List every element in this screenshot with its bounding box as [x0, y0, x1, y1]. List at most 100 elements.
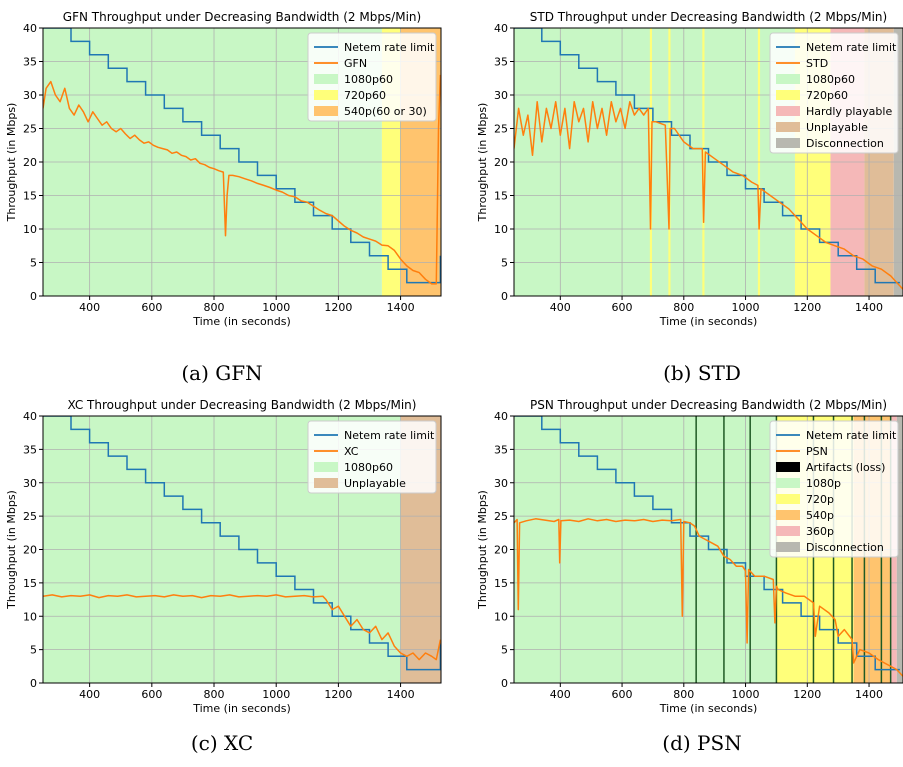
- y-tick-label: 10: [494, 610, 508, 623]
- subfigure-caption: (c) XC: [191, 731, 253, 755]
- y-tick-label: 10: [494, 223, 508, 236]
- x-tick-label: 1000: [262, 301, 290, 314]
- x-axis-label: Time (in seconds): [659, 315, 758, 328]
- y-tick-label: 30: [23, 477, 37, 490]
- x-tick-label: 1400: [855, 688, 883, 701]
- x-tick-label: 800: [673, 301, 694, 314]
- y-tick-label: 15: [23, 577, 37, 590]
- y-tick-label: 35: [23, 443, 37, 456]
- x-tick-label: 1000: [262, 688, 290, 701]
- chart-title: XC Throughput under Decreasing Bandwidth…: [68, 398, 417, 412]
- throughput-line: [514, 100, 903, 290]
- legend-patch-swatch: [314, 462, 338, 472]
- legend-label: 540p: [806, 509, 834, 522]
- legend-label: Disconnection: [806, 541, 884, 554]
- y-tick-label: 20: [23, 156, 37, 169]
- y-tick-label: 5: [501, 644, 508, 657]
- legend-label: Unplayable: [344, 477, 406, 490]
- legend-label: GFN: [344, 57, 367, 70]
- legend-patch-swatch: [776, 106, 800, 116]
- y-tick-label: 35: [494, 443, 508, 456]
- y-tick-label: 35: [494, 56, 508, 69]
- legend-label: Disconnection: [806, 137, 884, 150]
- legend-box: [307, 420, 437, 494]
- y-tick-label: 0: [30, 290, 37, 303]
- legend: Netem rate limit XC 1080p60 Unplayable: [307, 420, 437, 494]
- legend-label: STD: [806, 57, 828, 70]
- y-tick-label: 40: [494, 410, 508, 423]
- legend: Netem rate limit PSN Artifacts (loss) 1080p…: [769, 420, 899, 558]
- x-tick-label: 1000: [732, 301, 760, 314]
- y-axis-label: Throughput (in Mbps): [476, 103, 489, 223]
- panel-std: 400 600 800 1000 1200 1400 0 5 10 15 20 25 30 35 40 STD…: [476, 10, 903, 385]
- y-tick-label: 5: [30, 644, 37, 657]
- x-axis-label: Time (in seconds): [192, 702, 291, 715]
- y-tick-label: 25: [494, 510, 508, 523]
- legend-label: Netem rate limit: [344, 429, 435, 442]
- legend-label: 1080p60: [806, 73, 855, 86]
- x-tick-label: 1200: [324, 688, 352, 701]
- y-tick-label: 30: [23, 89, 37, 102]
- legend-label: 1080p60: [344, 73, 393, 86]
- legend-label: 1080p: [806, 477, 841, 490]
- x-axis-label: Time (in seconds): [192, 315, 291, 328]
- x-tick-label: 400: [79, 301, 100, 314]
- legend-patch-swatch: [776, 138, 800, 148]
- y-tick-label: 10: [23, 610, 37, 623]
- legend-box: [769, 32, 899, 154]
- legend-label: 540p(60 or 30): [344, 105, 427, 118]
- x-tick-label: 800: [204, 688, 225, 701]
- y-tick-label: 35: [23, 56, 37, 69]
- legend: Netem rate limit GFN 1080p60 720p60 540p(60 …: [307, 32, 437, 122]
- y-axis-label: Throughput (in Mbps): [5, 490, 18, 610]
- panel-psn: 400 600 800 1000 1200 1400 0 5 10 15 20 25 30 35 40 PSN…: [476, 398, 903, 755]
- y-tick-label: 20: [23, 544, 37, 557]
- legend-patch-swatch: [776, 542, 800, 552]
- x-tick-label: 600: [612, 688, 633, 701]
- x-axis-label: Time (in seconds): [659, 702, 758, 715]
- legend-label: PSN: [806, 445, 828, 458]
- legend-patch-swatch: [314, 106, 338, 116]
- legend-patch-swatch: [776, 478, 800, 488]
- legend-patch-swatch: [314, 90, 338, 100]
- x-tick-label: 1200: [793, 301, 821, 314]
- legend-label: Hardly playable: [806, 105, 892, 118]
- y-tick-label: 25: [494, 123, 508, 136]
- legend-box: [307, 32, 437, 122]
- chart-title: GFN Throughput under Decreasing Bandwidt…: [63, 10, 421, 24]
- throughput-line: [43, 594, 441, 661]
- y-tick-label: 15: [23, 190, 37, 203]
- x-tick-label: 400: [550, 688, 571, 701]
- legend-patch-swatch: [314, 74, 338, 84]
- y-tick-label: 40: [23, 22, 37, 35]
- legend-label: 360p: [806, 525, 834, 538]
- y-tick-label: 0: [30, 677, 37, 690]
- chart-title: STD Throughput under Decreasing Bandwidt…: [530, 10, 887, 24]
- x-tick-label: 1400: [387, 688, 415, 701]
- plot-area: [43, 416, 441, 683]
- legend-patch-swatch: [776, 510, 800, 520]
- legend-label: 720p60: [806, 89, 848, 102]
- legend-label: Unplayable: [806, 121, 868, 134]
- y-tick-label: 10: [23, 223, 37, 236]
- y-axis-label: Throughput (in Mbps): [5, 103, 18, 223]
- legend: Netem rate limit STD 1080p60 720p60 Hardly p…: [769, 32, 899, 154]
- y-tick-label: 15: [494, 190, 508, 203]
- legend-patch-swatch: [314, 478, 338, 488]
- legend-patch-swatch: [776, 90, 800, 100]
- legend-patch-swatch: [776, 526, 800, 536]
- x-tick-label: 600: [141, 301, 162, 314]
- throughput-line: [43, 74, 441, 285]
- x-tick-label: 1200: [324, 301, 352, 314]
- subfigure-caption: (a) GFN: [181, 361, 262, 385]
- legend-patch-swatch: [776, 74, 800, 84]
- x-tick-label: 600: [612, 301, 633, 314]
- x-tick-label: 800: [673, 688, 694, 701]
- legend-label: Artifacts (loss): [806, 461, 885, 474]
- chart-title: PSN Throughput under Decreasing Bandwidt…: [530, 398, 887, 412]
- y-axis-label: Throughput (in Mbps): [476, 490, 489, 610]
- y-tick-label: 30: [494, 89, 508, 102]
- x-tick-label: 1400: [387, 301, 415, 314]
- y-tick-label: 40: [494, 22, 508, 35]
